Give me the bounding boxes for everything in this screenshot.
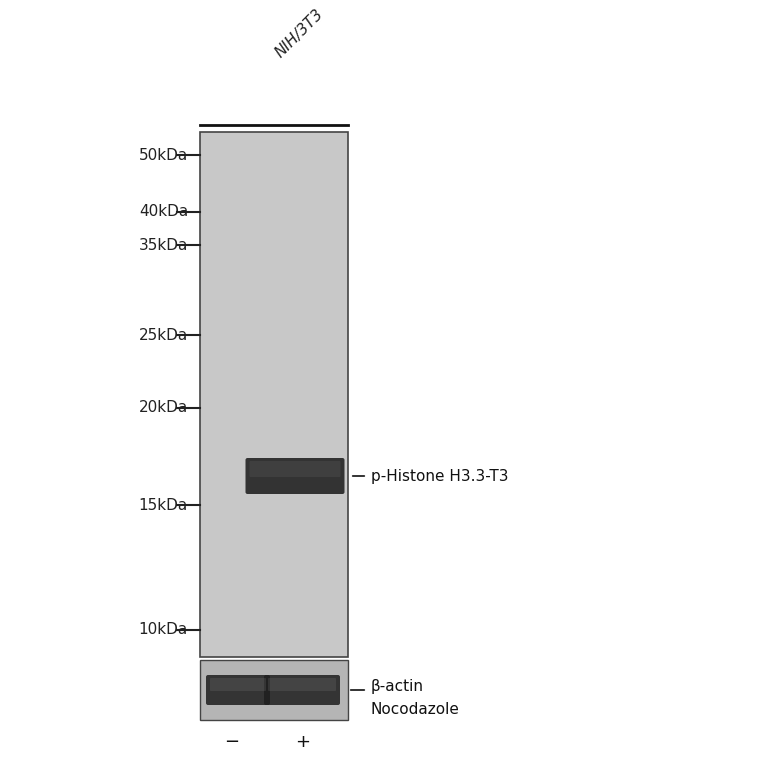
Text: 50kDa: 50kDa xyxy=(139,147,188,163)
Text: 20kDa: 20kDa xyxy=(139,400,188,416)
Text: NIH/3T3: NIH/3T3 xyxy=(272,6,326,60)
Text: 35kDa: 35kDa xyxy=(138,238,188,252)
FancyBboxPatch shape xyxy=(245,458,345,494)
FancyBboxPatch shape xyxy=(210,678,266,691)
Bar xyxy=(200,132,348,657)
FancyBboxPatch shape xyxy=(268,678,336,691)
FancyBboxPatch shape xyxy=(206,675,270,705)
Text: 25kDa: 25kDa xyxy=(139,328,188,342)
FancyBboxPatch shape xyxy=(250,461,341,477)
Text: 15kDa: 15kDa xyxy=(139,497,188,513)
Text: +: + xyxy=(296,733,310,751)
Text: 10kDa: 10kDa xyxy=(139,623,188,637)
Text: β-actin: β-actin xyxy=(371,678,424,694)
Text: p-Histone H3.3-T3: p-Histone H3.3-T3 xyxy=(371,468,509,484)
Bar xyxy=(200,660,348,720)
Text: −: − xyxy=(225,733,240,751)
Text: Nocodazole: Nocodazole xyxy=(371,703,460,717)
FancyBboxPatch shape xyxy=(264,675,340,705)
Text: 40kDa: 40kDa xyxy=(139,205,188,219)
